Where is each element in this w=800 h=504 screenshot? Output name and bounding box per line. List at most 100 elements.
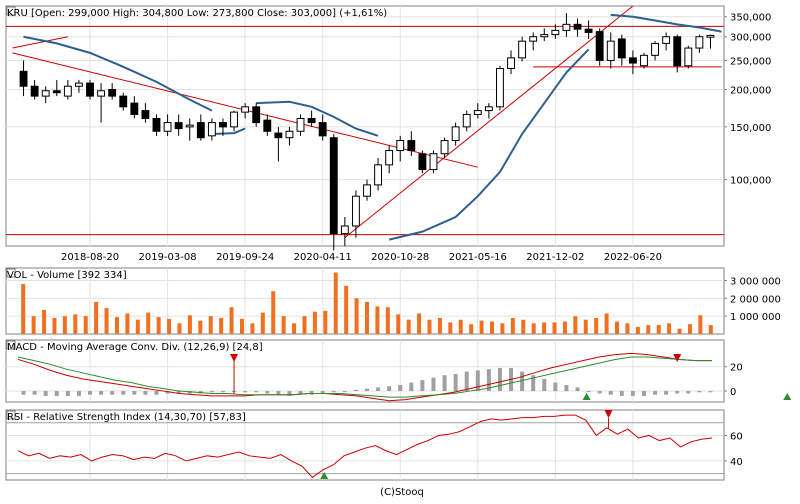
volume-bar (94, 301, 99, 334)
candle (595, 31, 604, 61)
moving-average-line (388, 48, 590, 241)
candle (706, 34, 715, 38)
candle (63, 85, 72, 97)
candle (429, 153, 438, 171)
volume-bar (229, 307, 234, 334)
macd-histogram-bar (641, 391, 646, 396)
candle (19, 70, 28, 87)
price-y-tick-label: 300,000 (730, 33, 771, 44)
volume-y-tick-label: 2 000 000 (730, 294, 781, 305)
volume-bar (114, 317, 119, 334)
candle (296, 117, 305, 132)
volume-bar (677, 328, 682, 334)
macd-histogram-bar (376, 387, 381, 392)
volume-bar (552, 322, 557, 334)
macd-histogram-bar (553, 382, 558, 392)
macd-histogram-bar (486, 369, 491, 392)
sell-signal-marker (230, 354, 239, 362)
volume-bar (187, 315, 192, 334)
macd-histogram-bar (132, 391, 137, 395)
macd-histogram-bar (331, 391, 336, 393)
macd-histogram-bar (575, 387, 580, 392)
volume-bar (479, 320, 484, 334)
volume-bar (292, 323, 297, 334)
macd-histogram-bar (54, 391, 59, 396)
candle (307, 117, 316, 124)
macd-histogram-bar (442, 375, 447, 392)
volume-bar (208, 316, 213, 334)
macd-histogram-bar (165, 391, 170, 394)
panel-checkbox (6, 6, 16, 16)
candle (340, 225, 349, 235)
volume-bar (510, 317, 515, 334)
panel-checkbox (6, 268, 16, 278)
candle (606, 40, 615, 61)
volume-bar (531, 323, 536, 334)
volume-bar (604, 313, 609, 334)
macd-histogram-bar (76, 391, 81, 396)
candle (41, 90, 50, 97)
macd-histogram-bar (475, 370, 480, 392)
macd-line (17, 352, 712, 402)
macd-histogram-bar (409, 382, 414, 392)
volume-bar (573, 316, 578, 334)
candle (662, 36, 671, 44)
candle (152, 117, 161, 132)
volume-bar (271, 291, 276, 334)
macd-histogram-bar (320, 391, 325, 394)
candle (529, 36, 538, 42)
volume-bar (625, 323, 630, 334)
candle (97, 90, 106, 97)
candle (285, 130, 294, 139)
macd-histogram-bar (243, 391, 248, 393)
candle (374, 164, 383, 186)
macd-histogram-bar (21, 391, 26, 395)
macd-histogram-bar (254, 391, 259, 393)
volume-bar (562, 321, 567, 334)
volume-bar (594, 317, 599, 334)
macd-histogram-bar (630, 391, 635, 396)
candle (263, 119, 272, 132)
volume-bar (177, 323, 182, 334)
candle (329, 137, 338, 235)
candle (219, 122, 227, 128)
candle (163, 122, 172, 132)
price-x-tick-label: 2019-09-24 (216, 252, 274, 263)
volume-bar (406, 319, 411, 334)
volume-bar (375, 306, 380, 334)
macd-histogram-bar (531, 375, 536, 392)
price-x-tick-label: 2021-12-02 (526, 252, 584, 263)
candle (174, 122, 183, 130)
volume-bar (354, 298, 359, 334)
rsi-line (17, 414, 713, 479)
volume-bar (302, 316, 307, 334)
macd-y-tick-label: 20 (730, 363, 743, 374)
volume-bar (583, 319, 588, 334)
volume-panel-title: VOL - Volume [392 334] (7, 270, 127, 281)
macd-histogram-bar (686, 391, 691, 394)
candle (130, 102, 139, 115)
footer-credit: (C)Stooq (380, 487, 424, 498)
macd-histogram-bar (708, 391, 713, 393)
macd-histogram-bar (121, 391, 126, 395)
candle (75, 82, 83, 87)
candle (440, 140, 449, 155)
candle (252, 106, 261, 124)
candle (640, 54, 648, 67)
volume-bar (385, 307, 390, 334)
moving-average-line (610, 13, 722, 33)
rsi-buy-signal-marker (320, 472, 329, 479)
macd-y-tick-label: 0 (730, 387, 736, 398)
price-y-tick-label: 200,000 (730, 85, 771, 96)
macd-histogram-bar (420, 380, 425, 392)
volume-bar (667, 323, 672, 334)
macd-histogram-bar (653, 391, 658, 395)
macd-histogram-bar (353, 389, 358, 392)
volume-bar (365, 301, 369, 334)
candle (52, 90, 61, 94)
price-y-tick-label: 150,000 (730, 123, 771, 134)
candle (396, 140, 405, 152)
volume-bar (21, 284, 26, 334)
volume-bar (125, 313, 130, 334)
